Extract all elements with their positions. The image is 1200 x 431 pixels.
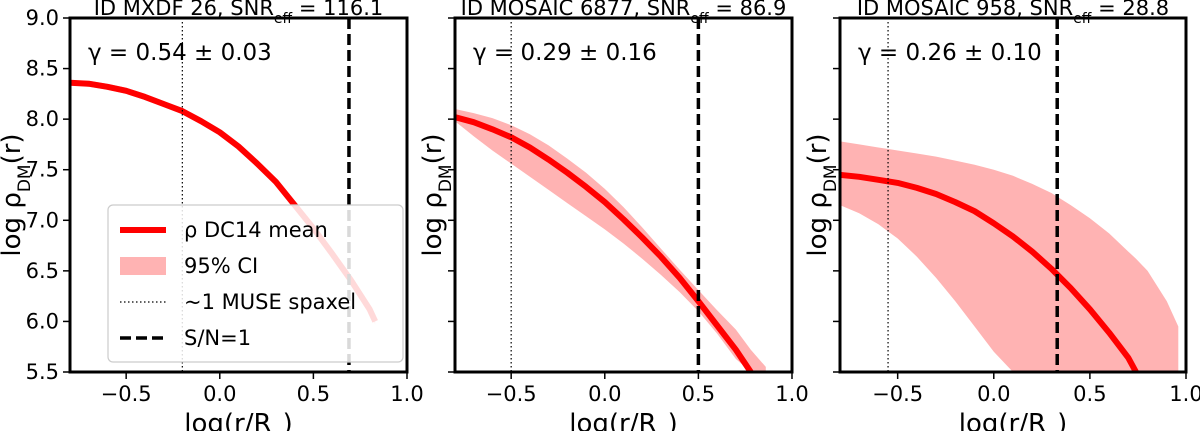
legend-item: 95% CI [120,254,258,278]
ci-band [455,109,766,372]
y-tick-label: 7.5 [26,158,59,182]
panel-title: ID MOSAIC 958, SNReff = 28.8 [857,0,1169,27]
panel-title: ID MOSAIC 6877, SNReff = 86.9 [461,0,787,27]
x-tick-label: −0.5 [872,382,923,406]
panel-title: ID MXDF 26, SNReff = 116.1 [94,0,384,27]
panel-mosaic-6877: −0.5 0.0 0.5 1.0 ID MOSAIC 6877, SNReff = 86… [418,0,809,431]
y-tick-label: 9.0 [26,6,59,30]
legend-item: ~1 MUSE spaxel [120,290,356,314]
axes-frame [838,16,1188,374]
x-tick-label: 0.0 [203,382,236,406]
y-axis-label: log ρDM(r) [803,133,841,256]
panel-mxdf-26: −0.5 0.0 0.5 1.0 5.5 6.0 6.5 7.0 7.5 8.0 8.5 9.0 ID … [0,0,424,431]
x-tick-label: 0.0 [588,382,621,406]
x-tick-label: 0.0 [977,382,1010,406]
x-tick-label: 0.5 [682,382,715,406]
x-tick-label: 1.0 [390,382,423,406]
x-tick-label: 1.0 [1169,382,1200,406]
x-tick-label: 1.0 [775,382,808,406]
y-tick-label: 5.5 [26,360,59,384]
gamma-annotation: γ = 0.29 ± 0.16 [473,40,657,66]
y-axis-label: log ρDM(r) [0,133,35,256]
y-tick-label: 8.5 [26,57,59,81]
panel-mosaic-958: −0.5 0.0 0.5 1.0 ID MOSAIC 958, SNReff = 28.… [803,0,1200,431]
legend-label: ρ DC14 mean [184,218,328,242]
y-axis-label: log ρDM(r) [418,133,456,256]
gamma-annotation: γ = 0.54 ± 0.03 [88,40,272,66]
gamma-annotation: γ = 0.26 ± 0.10 [858,40,1042,66]
legend-label: 95% CI [184,254,258,278]
legend: ρ DC14 mean 95% CI ~1 MUSE spaxel S/N=1 [107,204,404,363]
x-tick-label: −0.5 [486,382,537,406]
y-tick-label: 6.0 [26,309,59,333]
x-tick-label: 0.5 [297,382,330,406]
axes-frame [453,16,794,374]
legend-item: S/N=1 [120,326,251,350]
x-axis-label: log(r/Re) [569,409,678,431]
legend-item: ρ DC14 mean [120,218,328,242]
x-tick-label: −0.5 [101,382,152,406]
mean-line [840,171,1139,372]
y-tick-label: 6.5 [26,259,59,283]
legend-label: S/N=1 [184,326,251,350]
mean-line [455,114,754,372]
legend-label: ~1 MUSE spaxel [184,290,356,314]
legend-box [107,204,404,363]
ci-band [840,141,1179,372]
x-axis-label: log(r/Re) [959,409,1068,431]
legend-handle-ci [120,257,166,275]
x-tick-label: 0.5 [1073,382,1106,406]
y-tick-label: 8.0 [26,107,59,131]
x-axis-label: log(r/Re) [184,409,293,431]
axes-frame [68,16,409,374]
y-tick-label: 7.0 [26,208,59,232]
